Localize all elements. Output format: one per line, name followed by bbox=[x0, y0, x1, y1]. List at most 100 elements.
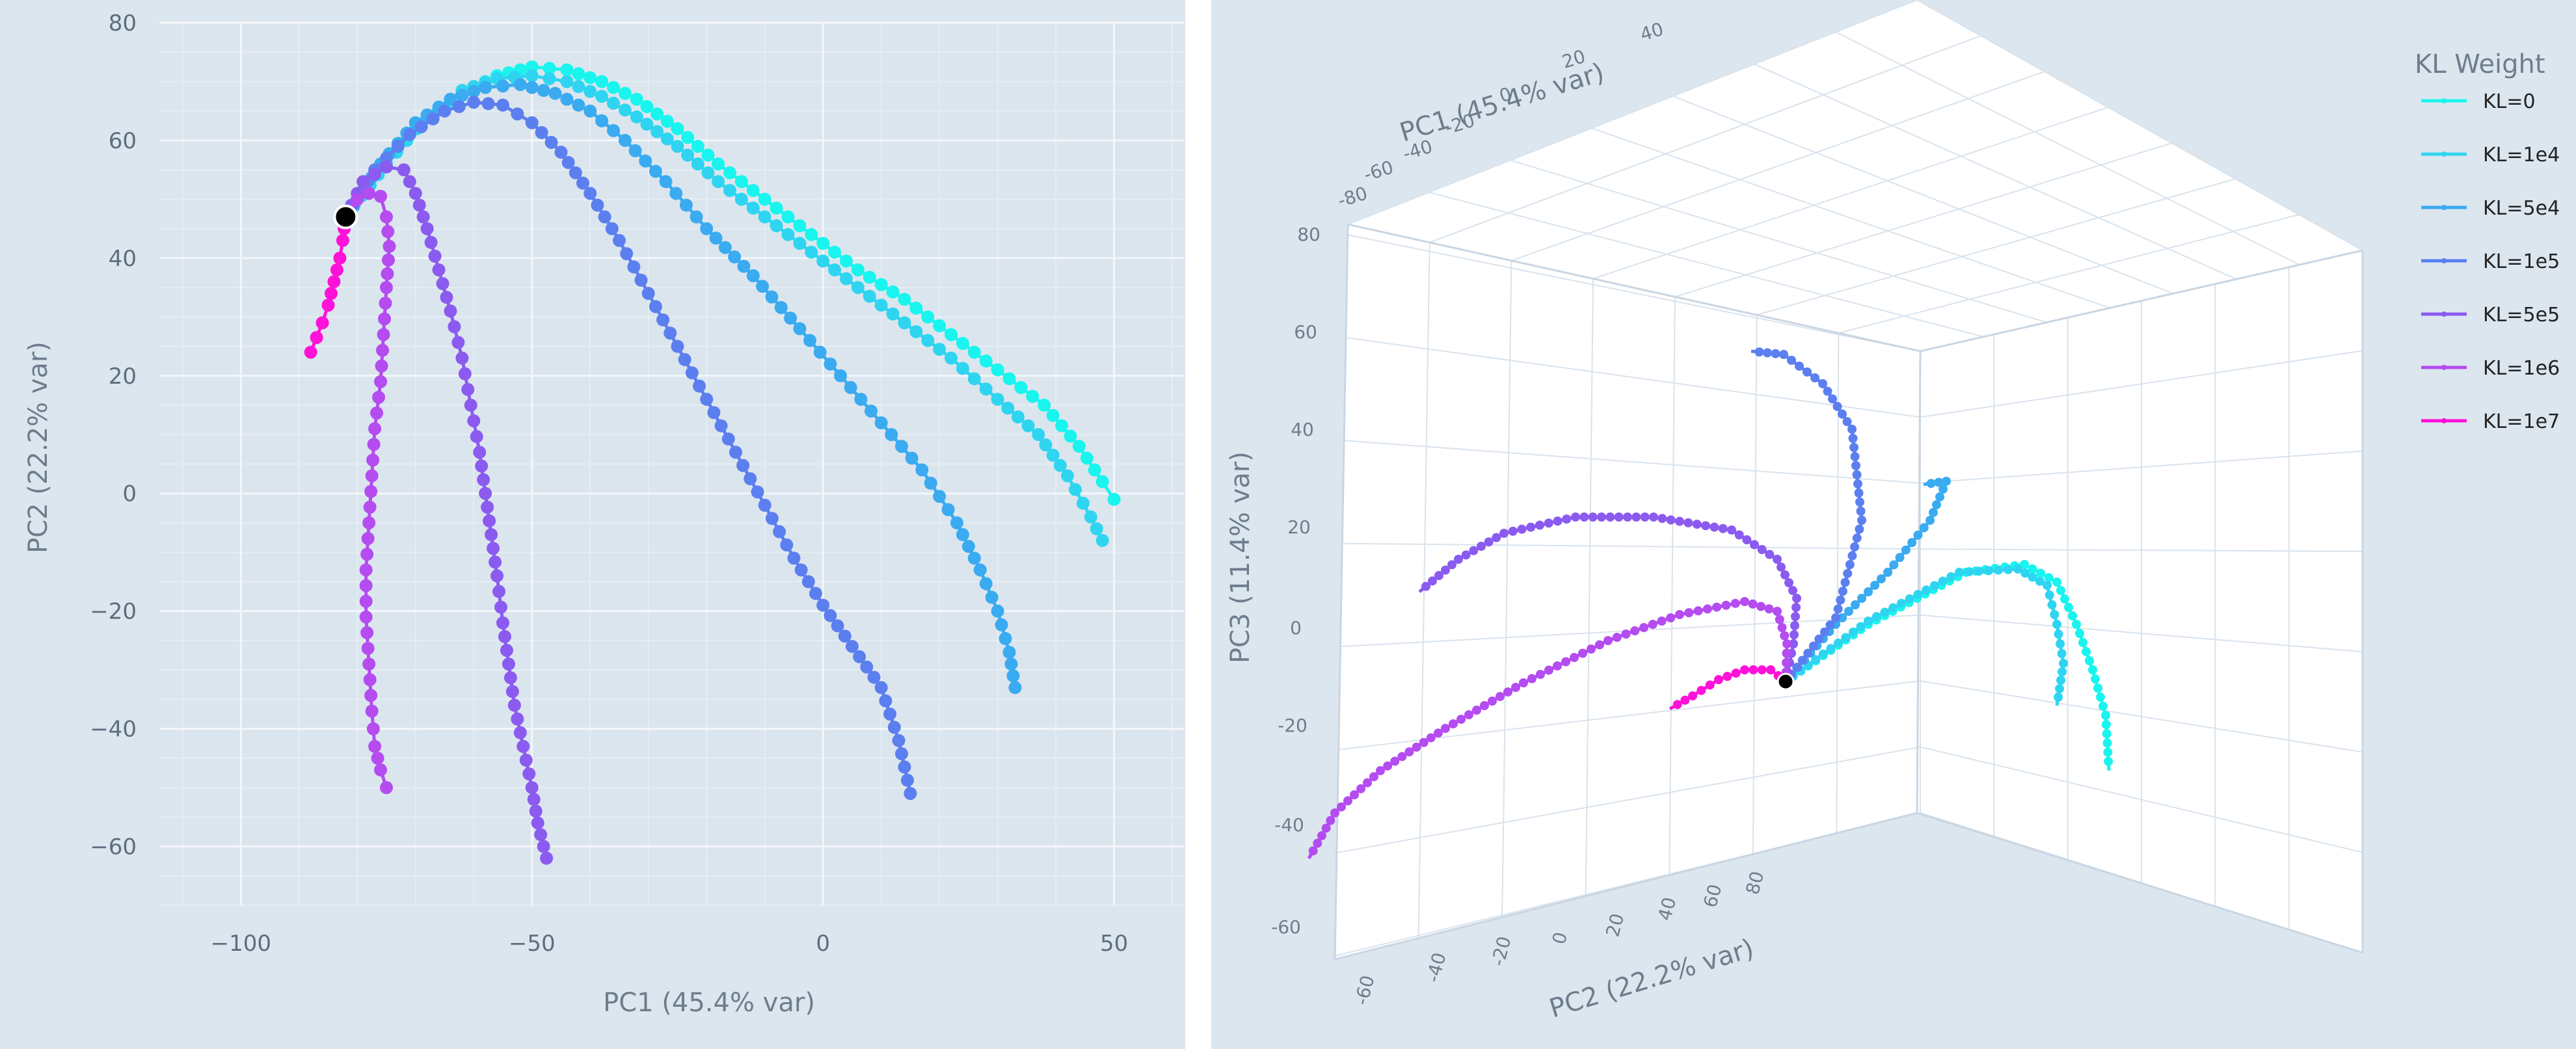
z-gridline-left bbox=[1344, 233, 1921, 352]
data-point bbox=[1095, 475, 1109, 488]
data-point-3d bbox=[1919, 523, 1929, 533]
data-point bbox=[1076, 496, 1090, 510]
data-point-3d bbox=[1814, 634, 1824, 644]
data-point-3d bbox=[1337, 802, 1346, 812]
data-point bbox=[863, 271, 876, 284]
data-point-3d bbox=[1838, 613, 1847, 622]
data-point bbox=[362, 187, 376, 200]
z-gridline-left bbox=[1339, 614, 1921, 648]
data-point bbox=[915, 463, 929, 477]
data-point-3d bbox=[1484, 537, 1494, 547]
data-point bbox=[315, 316, 329, 330]
data-point bbox=[448, 320, 461, 334]
data-point bbox=[1046, 408, 1060, 422]
data-point bbox=[607, 81, 621, 94]
legend-item-KL=0[interactable]: KL=0 bbox=[2421, 90, 2536, 113]
data-point-3d bbox=[1561, 657, 1570, 667]
data-point bbox=[883, 707, 897, 721]
data-point-3d bbox=[1461, 550, 1471, 560]
legend-item-KL=1e5[interactable]: KL=1e5 bbox=[2421, 250, 2560, 273]
data-point bbox=[979, 382, 993, 396]
data-point bbox=[894, 440, 908, 453]
data-point bbox=[409, 187, 422, 200]
data-point bbox=[945, 328, 958, 341]
data-point bbox=[356, 175, 370, 189]
data-point bbox=[412, 198, 426, 212]
data-point-3d bbox=[1836, 595, 1845, 605]
data-point-3d bbox=[1419, 737, 1429, 747]
y-tick-label: 80 bbox=[109, 10, 137, 36]
data-point bbox=[887, 721, 901, 734]
data-point bbox=[669, 187, 683, 200]
legend-label: KL=1e7 bbox=[2483, 410, 2560, 433]
data-point-3d bbox=[1648, 620, 1657, 629]
data-point bbox=[370, 406, 384, 420]
data-point-3d bbox=[1757, 665, 1767, 674]
data-point bbox=[479, 81, 492, 94]
data-point bbox=[979, 354, 993, 368]
data-point-3d bbox=[1749, 665, 1758, 674]
data-point bbox=[467, 85, 481, 98]
data-point bbox=[765, 512, 779, 525]
data-point-3d bbox=[1913, 530, 1923, 540]
data-point-3d bbox=[1777, 563, 1786, 572]
data-point bbox=[496, 616, 509, 630]
data-point-3d bbox=[1326, 816, 1335, 825]
data-point bbox=[324, 287, 338, 300]
data-point bbox=[595, 75, 609, 88]
data-point-3d bbox=[1517, 524, 1527, 534]
data-point-3d bbox=[1579, 512, 1589, 522]
data-point-3d bbox=[1922, 585, 1931, 595]
data-point bbox=[867, 671, 881, 684]
legend-item-KL=5e5[interactable]: KL=5e5 bbox=[2421, 304, 2560, 326]
data-point-3d bbox=[1934, 477, 1944, 487]
data-point-3d bbox=[1562, 514, 1572, 524]
data-point-3d bbox=[1775, 615, 1784, 624]
z-tick-3d: 80 bbox=[1297, 224, 1321, 245]
data-point-3d bbox=[1782, 658, 1791, 667]
z-tick-3d: -20 bbox=[1278, 715, 1308, 736]
data-point bbox=[1039, 438, 1053, 452]
data-point-3d bbox=[1825, 620, 1835, 630]
data-point bbox=[605, 222, 619, 235]
x-tick-label: 0 bbox=[816, 931, 830, 957]
y-tick-3d: 20 bbox=[1602, 911, 1628, 939]
data-point bbox=[438, 104, 451, 118]
data-point-3d bbox=[1888, 603, 1898, 613]
legend-label: KL=5e5 bbox=[2483, 304, 2560, 326]
data-point bbox=[649, 300, 662, 313]
data-point bbox=[365, 704, 379, 718]
legend-item-KL=1e4[interactable]: KL=1e4 bbox=[2421, 144, 2560, 166]
data-point bbox=[860, 660, 874, 674]
data-point-3d bbox=[1330, 808, 1339, 817]
data-point bbox=[359, 594, 373, 608]
data-point-3d bbox=[1657, 514, 1667, 524]
legend-item-KL=1e7[interactable]: KL=1e7 bbox=[2421, 410, 2560, 433]
data-point bbox=[900, 773, 914, 787]
data-point bbox=[436, 277, 449, 291]
data-point-3d bbox=[1850, 452, 1860, 461]
top-gridline-b bbox=[1592, 107, 2108, 280]
data-point bbox=[774, 300, 788, 314]
data-point-3d bbox=[2058, 667, 2067, 676]
data-point bbox=[371, 751, 384, 765]
data-point bbox=[863, 289, 876, 303]
data-point bbox=[898, 316, 911, 330]
data-point-3d bbox=[2020, 560, 2029, 569]
data-point bbox=[678, 352, 691, 366]
data-point bbox=[1002, 372, 1016, 386]
data-point bbox=[770, 219, 783, 233]
data-point bbox=[685, 366, 699, 380]
data-point bbox=[481, 97, 495, 111]
series-3d-KL=1e5 bbox=[1751, 347, 1866, 686]
data-point-3d bbox=[2103, 747, 2113, 757]
legend-item-KL=5e4[interactable]: KL=5e4 bbox=[2421, 197, 2560, 220]
data-point bbox=[498, 630, 511, 643]
data-point-3d bbox=[1842, 417, 1852, 427]
data-point bbox=[712, 175, 725, 189]
data-point-3d bbox=[1640, 512, 1650, 522]
legend-item-KL=1e6[interactable]: KL=1e6 bbox=[2421, 357, 2560, 380]
data-point-3d bbox=[1818, 379, 1827, 388]
data-point-3d bbox=[1740, 597, 1749, 606]
data-point-3d bbox=[2085, 656, 2094, 665]
